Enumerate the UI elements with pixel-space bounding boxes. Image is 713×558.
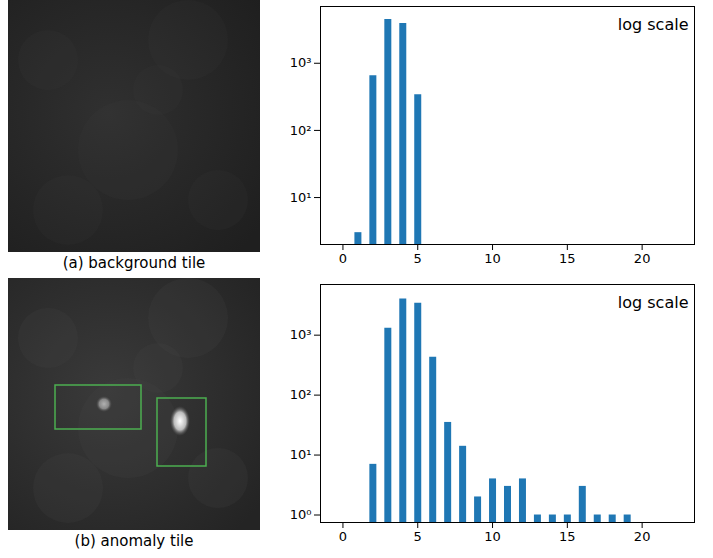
svg-text:10³: 10³ bbox=[290, 55, 312, 70]
svg-text:20: 20 bbox=[634, 529, 651, 544]
svg-text:10: 10 bbox=[484, 251, 501, 266]
svg-text:10²: 10² bbox=[290, 387, 312, 402]
html-text:(a) background tile: (a) background tile bbox=[62, 254, 206, 272]
svg-text:10¹: 10¹ bbox=[290, 447, 312, 462]
svg-text:5: 5 bbox=[414, 251, 422, 266]
svg-text:log scale: log scale bbox=[618, 293, 689, 312]
svg-text:0: 0 bbox=[339, 251, 347, 266]
svg-text:10¹: 10¹ bbox=[290, 190, 312, 205]
svg-text:10²: 10² bbox=[290, 123, 312, 138]
svg-text:15: 15 bbox=[559, 529, 576, 544]
svg-text:5: 5 bbox=[414, 529, 422, 544]
html-text:(b) anomaly tile: (b) anomaly tile bbox=[74, 532, 194, 550]
svg-text:15: 15 bbox=[559, 251, 576, 266]
svg-text:log scale: log scale bbox=[618, 15, 689, 34]
svg-text:0: 0 bbox=[339, 529, 347, 544]
svg-text:10: 10 bbox=[484, 529, 501, 544]
svg-text:20: 20 bbox=[634, 251, 651, 266]
svg-text:10³: 10³ bbox=[290, 327, 312, 342]
svg-text:10⁰: 10⁰ bbox=[290, 507, 312, 522]
